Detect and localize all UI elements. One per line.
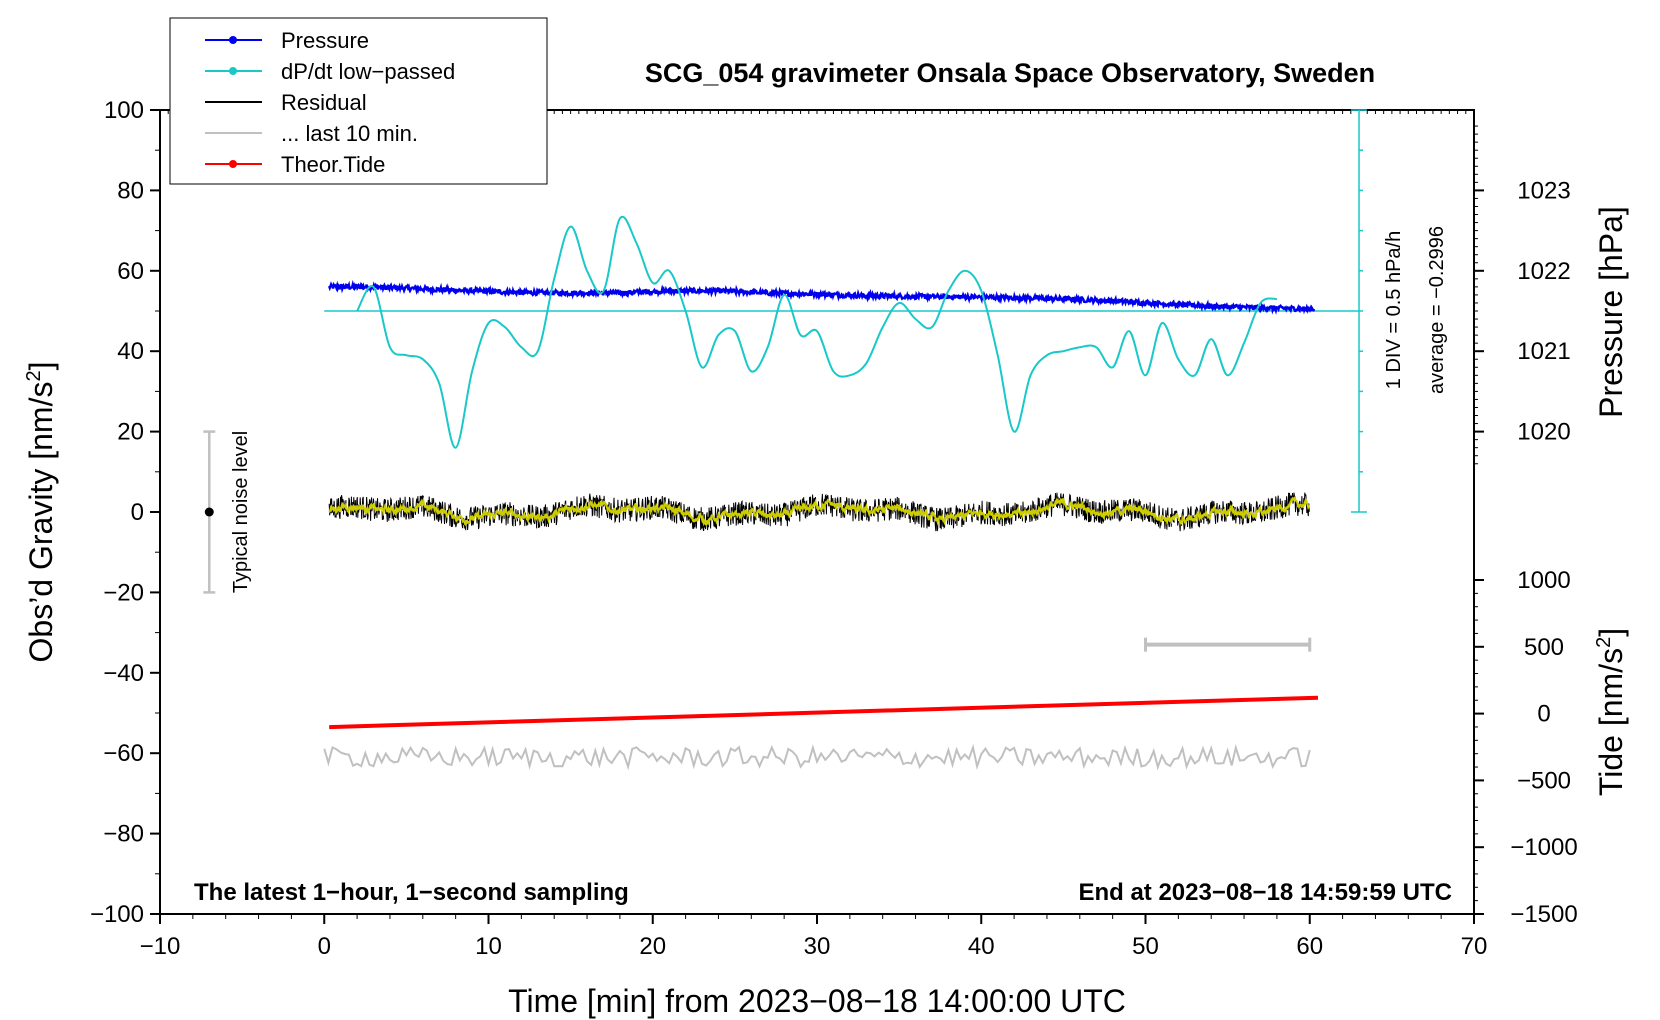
residual-smoothed-line (328, 495, 1311, 527)
x-tick-label: 20 (639, 933, 666, 960)
dpdt-line (356, 215, 1278, 449)
x-tick-label: 30 (804, 933, 831, 960)
y-tick-label: −60 (103, 740, 144, 767)
y-tick-label: 80 (117, 177, 144, 204)
y-tick-label: −100 (90, 901, 144, 928)
x-tick-label: −10 (140, 933, 181, 960)
tide-tick-label: 0 (1537, 701, 1550, 728)
legend-label: ... last 10 min. (281, 121, 418, 146)
legend-item: Residual (205, 90, 367, 115)
noise-bar-center (204, 507, 214, 517)
tide-axis-title: Tide [nm/s2] (1593, 628, 1629, 796)
x-tick-label: 60 (1296, 933, 1323, 960)
y-tick-label: 20 (117, 419, 144, 446)
y-axis-title: Obs’d Gravity [nm/s2] (23, 362, 59, 663)
note-right: End at 2023−08−18 14:59:59 UTC (1078, 879, 1452, 906)
noise-label: Typical noise level (230, 431, 252, 593)
average-label: average = −0.2996 (1426, 226, 1448, 394)
tide-tick-label: 500 (1524, 634, 1564, 661)
legend-marker (229, 160, 237, 168)
legend-item: ... last 10 min. (205, 121, 418, 146)
y-tick-label: −80 (103, 821, 144, 848)
x-tick-label: 40 (968, 933, 995, 960)
pressure-line (328, 279, 1316, 315)
y-tick-label: 100 (104, 97, 144, 124)
legend-label: Residual (281, 90, 367, 115)
note-left: The latest 1−hour, 1−second sampling (194, 879, 629, 906)
pressure-tick-label: 1021 (1517, 338, 1570, 365)
legend-label: Pressure (281, 28, 369, 53)
tide-tick-label: −1500 (1510, 901, 1577, 928)
legend-label: dP/dt low−passed (281, 59, 455, 84)
y-tick-label: 40 (117, 338, 144, 365)
x-tick-label: 0 (318, 933, 331, 960)
x-axis-title: Time [min] from 2023−08−18 14:00:00 UTC (508, 983, 1126, 1019)
div-label: 1 DIV = 0.5 hPa/h (1383, 231, 1405, 389)
legend-item: Theor.Tide (205, 152, 385, 177)
tide-line (329, 695, 1319, 730)
legend-label: Theor.Tide (281, 152, 385, 177)
tide-tick-label: 1000 (1517, 567, 1570, 594)
last10-line (323, 743, 1311, 771)
y-tick-label: −40 (103, 660, 144, 687)
pressure-tick-label: 1023 (1517, 177, 1570, 204)
series-layer (203, 215, 1360, 771)
pressure-axis-title: Pressure [hPa] (1593, 206, 1629, 418)
tide-tick-label: −500 (1517, 767, 1571, 794)
y-tick-label: 0 (131, 499, 144, 526)
legend-item: Pressure (205, 28, 369, 53)
x-tick-label: 50 (1132, 933, 1159, 960)
legend-marker (229, 36, 237, 44)
legend: Pressure dP/dt low−passed Residual ... last… (169, 17, 548, 185)
pressure-tick-label: 1020 (1517, 419, 1570, 446)
y-tick-label: −20 (103, 579, 144, 606)
x-tick-label: 70 (1461, 933, 1488, 960)
axes-ticks: −10 0 10 20 30 40 50 60 70−100−80−60−40−20020406… (90, 97, 1578, 960)
residual-line (328, 492, 1310, 532)
pressure-tick-label: 1022 (1517, 258, 1570, 285)
legend-item: dP/dt low−passed (205, 59, 455, 84)
y-tick-label: 60 (117, 258, 144, 285)
x-tick-label: 10 (475, 933, 502, 960)
tide-tick-label: −1000 (1510, 834, 1577, 861)
legend-marker (229, 67, 237, 75)
chart-title: SCG_054 gravimeter Onsala Space Observat… (645, 58, 1375, 88)
